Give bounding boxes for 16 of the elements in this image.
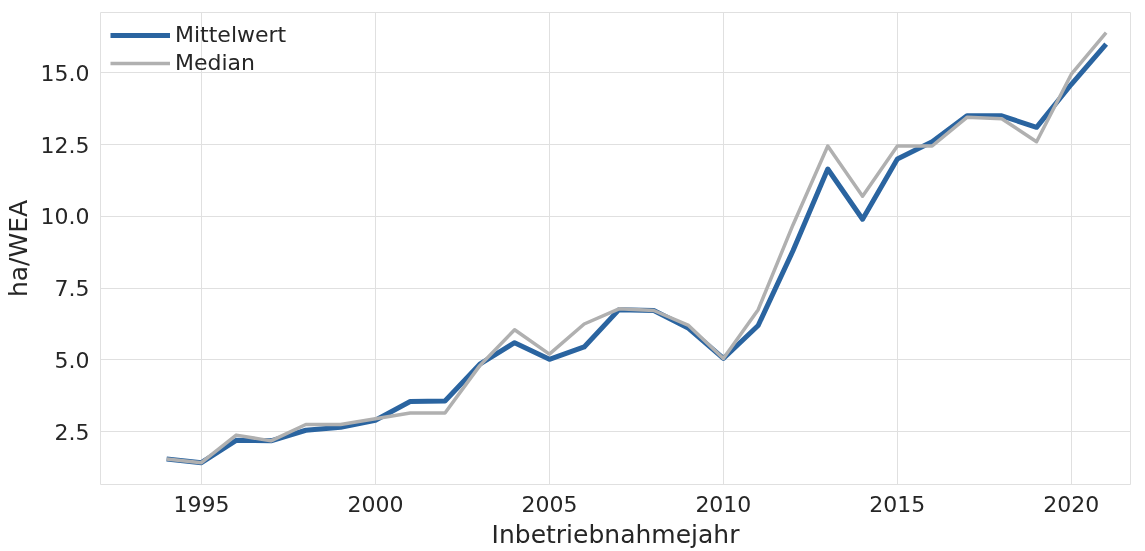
x-tick-label: 1995 [173, 491, 230, 517]
y-tick-label: 2.5 [54, 419, 90, 445]
x-tick-label: 2020 [1043, 491, 1100, 517]
y-tick-label: 15.0 [40, 60, 90, 86]
x-tick-label: 2005 [521, 491, 578, 517]
x-tick-label: 2010 [695, 491, 752, 517]
x-tick-label: 2000 [347, 491, 404, 517]
y-tick-label: 10.0 [40, 204, 90, 230]
y-tick-label: 7.5 [54, 276, 90, 302]
x-tick-label: 2015 [869, 491, 926, 517]
legend-label: Mittelwert [175, 22, 287, 47]
y-tick-label: 5.0 [54, 347, 90, 373]
x-axis-title: Inbetriebnahmejahr [491, 519, 741, 549]
y-tick-label: 12.5 [40, 132, 90, 158]
y-axis-title: ha/WEA [3, 199, 33, 298]
legend-label: Median [175, 50, 256, 75]
